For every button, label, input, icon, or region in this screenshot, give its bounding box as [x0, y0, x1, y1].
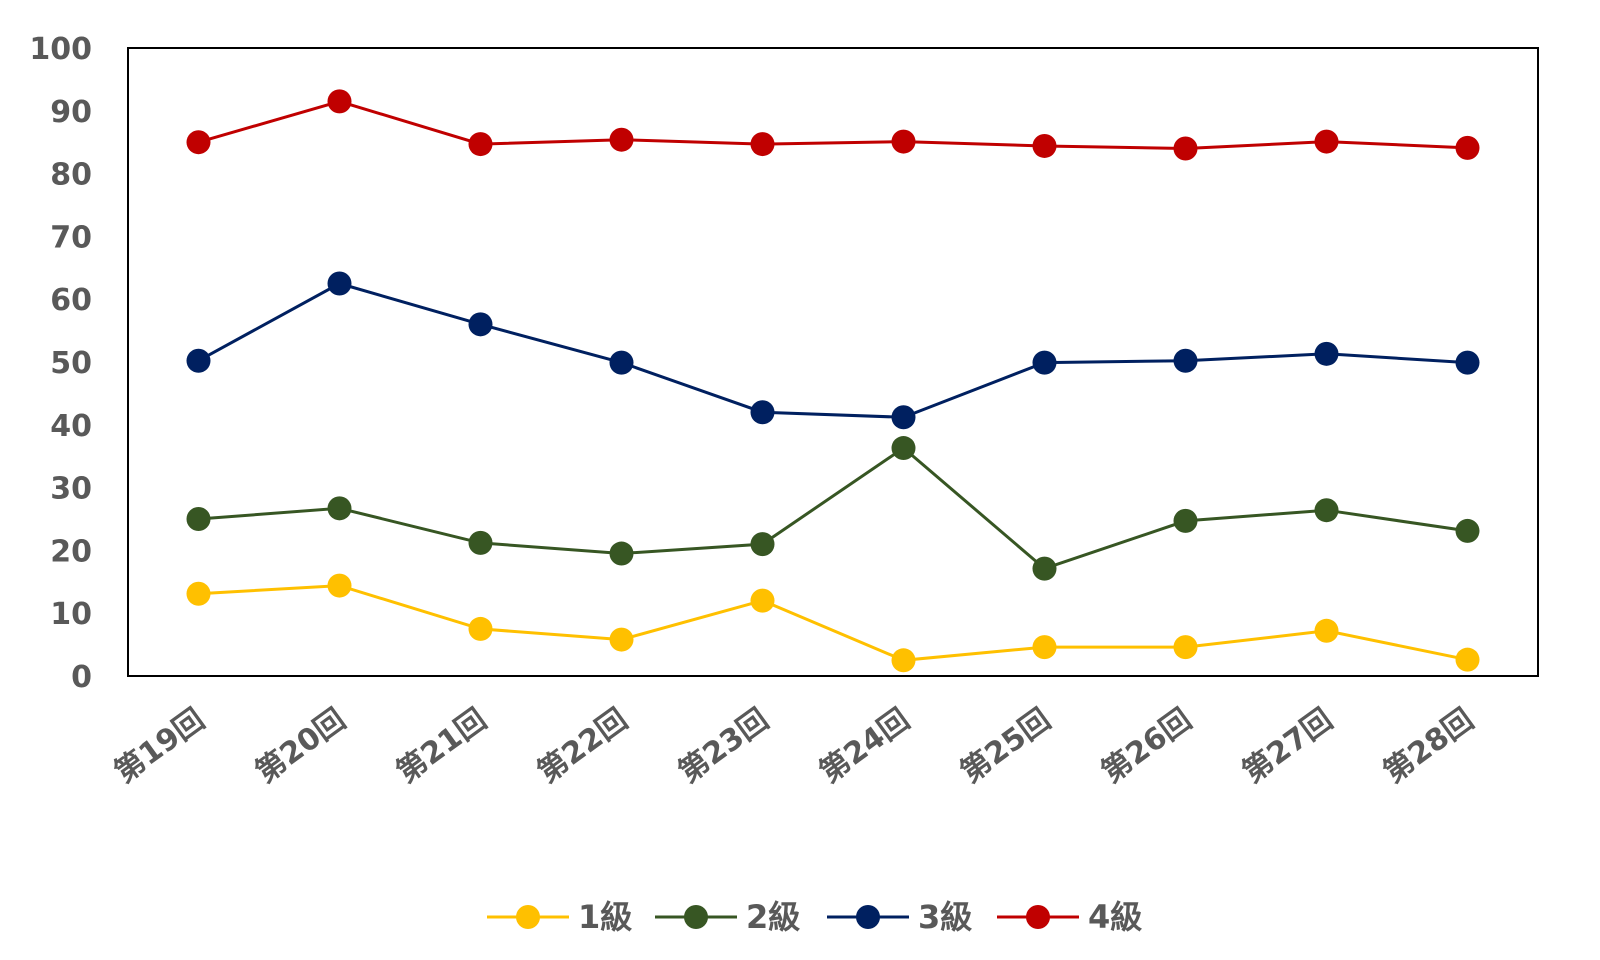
data-point — [1032, 556, 1057, 581]
legend-marker — [516, 905, 540, 929]
legend-label: 1級 — [578, 898, 632, 936]
data-point — [609, 541, 634, 566]
data-point — [468, 530, 493, 555]
data-point — [1455, 518, 1480, 543]
data-point — [186, 130, 211, 155]
series-1 — [186, 573, 1480, 673]
data-point — [327, 89, 352, 114]
legend-marker — [1026, 905, 1050, 929]
legend: 1級 2級 3級 4級 — [487, 898, 1142, 936]
series-line — [198, 446, 1468, 571]
y-axis: 0 10 20 30 40 50 60 70 80 90 100 — [29, 32, 92, 695]
y-tick-label: 0 — [71, 660, 92, 695]
y-tick-label: 100 — [29, 32, 92, 67]
data-point — [750, 532, 775, 557]
data-point — [891, 436, 916, 461]
series-layer — [186, 89, 1480, 673]
legend-item: 3級 — [827, 898, 972, 936]
legend-label: 3級 — [918, 898, 972, 936]
legend-label: 4級 — [1088, 898, 1142, 936]
data-point — [1173, 635, 1198, 660]
data-point — [1314, 129, 1339, 154]
series-3 — [186, 271, 1480, 430]
data-point — [1032, 350, 1057, 375]
series-line — [198, 584, 1468, 662]
y-tick-label: 80 — [50, 158, 92, 193]
legend-item: 2級 — [655, 898, 800, 936]
series-4 — [186, 89, 1480, 161]
legend-marker — [856, 905, 880, 929]
series-line — [197, 281, 1468, 419]
y-tick-label: 20 — [50, 534, 92, 569]
data-point — [327, 496, 352, 521]
data-point — [891, 648, 916, 673]
y-tick-label: 30 — [50, 472, 92, 507]
data-point — [468, 616, 493, 641]
data-point — [186, 348, 211, 373]
y-tick-label: 60 — [50, 283, 92, 318]
legend-label: 2級 — [746, 898, 800, 936]
data-point — [1173, 136, 1198, 161]
data-point — [1455, 350, 1480, 375]
data-point — [186, 507, 211, 531]
data-point — [468, 132, 493, 157]
series-line — [198, 99, 1468, 151]
y-tick-label: 10 — [50, 597, 92, 632]
data-point — [327, 573, 352, 598]
y-tick-label: 70 — [50, 220, 92, 255]
data-point — [327, 271, 352, 296]
data-point — [1455, 135, 1480, 160]
data-point — [1314, 618, 1339, 643]
y-tick-label: 40 — [50, 409, 92, 444]
y-tick-label: 50 — [50, 346, 92, 381]
series-2 — [186, 436, 1480, 581]
y-tick-label: 90 — [50, 95, 92, 130]
data-point — [609, 127, 634, 152]
data-point — [891, 405, 916, 430]
data-point — [1314, 498, 1339, 523]
data-point — [750, 588, 775, 613]
legend-marker — [684, 905, 708, 929]
data-point — [1173, 348, 1198, 373]
data-point — [750, 400, 775, 425]
data-point — [891, 129, 916, 154]
plot-area-frame — [127, 47, 1539, 677]
data-point — [609, 627, 634, 652]
data-point — [1455, 647, 1480, 672]
data-point — [186, 581, 211, 606]
legend-item: 4級 — [997, 898, 1142, 936]
legend-item: 1級 — [487, 898, 632, 936]
data-point — [1314, 341, 1339, 366]
data-point — [609, 350, 634, 375]
data-point — [1173, 508, 1198, 533]
data-point — [1032, 133, 1057, 158]
data-point — [750, 132, 775, 157]
data-point — [468, 312, 493, 337]
data-point — [1032, 635, 1057, 660]
